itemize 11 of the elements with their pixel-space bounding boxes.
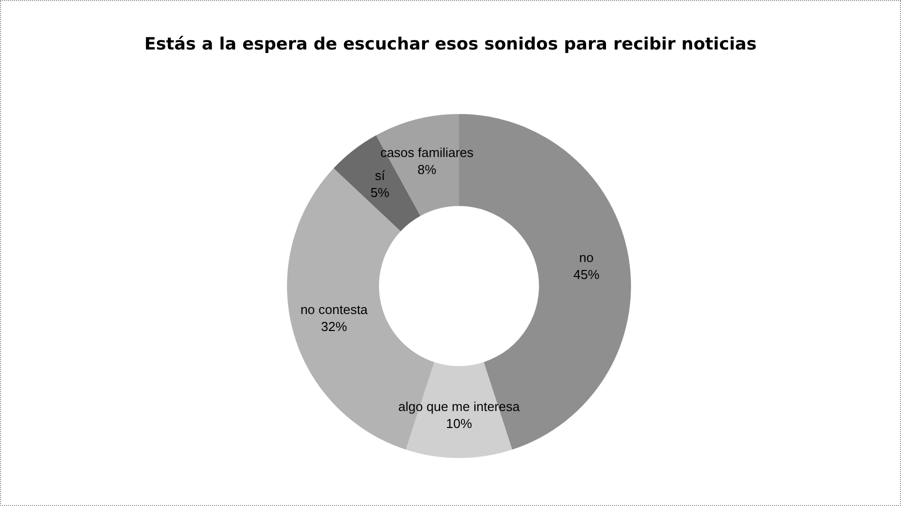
slice-label: no contesta bbox=[300, 302, 368, 318]
data-label: 5% bbox=[370, 185, 390, 200]
data-label: 45% bbox=[573, 266, 600, 282]
data-label: 10% bbox=[446, 416, 472, 431]
slice-label: algo que me interesa bbox=[398, 399, 520, 414]
data-label: 8% bbox=[418, 162, 437, 178]
slice-label: sí bbox=[374, 168, 386, 184]
slice-label: no bbox=[579, 250, 594, 265]
chart-title: Estás a la espera de escuchar esos sonidos para recibir noticias bbox=[144, 34, 757, 54]
data-label: 32% bbox=[321, 319, 348, 334]
slice-label: casos familiares bbox=[380, 145, 474, 160]
